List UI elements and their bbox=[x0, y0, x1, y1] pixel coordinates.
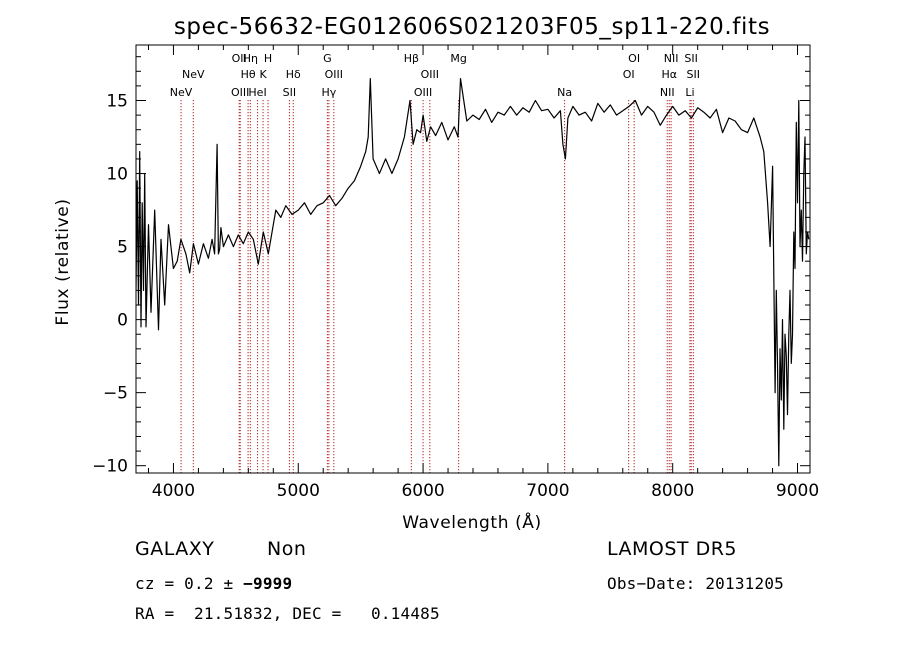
x-tick-label-3: 7000 bbox=[526, 481, 569, 501]
line-label-10: SII bbox=[283, 86, 296, 99]
line-label-21: NII bbox=[664, 52, 679, 65]
line-label-15: OIII bbox=[421, 68, 439, 81]
y-axis-label: Flux (relative) bbox=[53, 198, 73, 325]
spectrum-line-group bbox=[136, 78, 810, 467]
x-tick-label-4: 8000 bbox=[651, 481, 694, 501]
redshift-value: cz = 0.2 ± bbox=[135, 574, 244, 593]
line-label-12: OIII bbox=[325, 68, 343, 81]
x-tick-label-5: 9000 bbox=[776, 481, 819, 501]
line-label-19: OI bbox=[628, 52, 640, 65]
survey-name: LAMOST DR5 bbox=[607, 538, 737, 560]
line-label-6: HeI bbox=[248, 86, 266, 99]
y-tick-label-4: 10 bbox=[106, 165, 128, 185]
object-subclass: Non bbox=[267, 538, 307, 560]
spectrum-line bbox=[136, 78, 810, 467]
line-label-0: NeV bbox=[170, 86, 193, 99]
line-label-1: NeV bbox=[182, 68, 205, 81]
line-label-11: G bbox=[323, 52, 332, 65]
x-tick-label-2: 6000 bbox=[401, 481, 444, 501]
redshift-line: cz = 0.2 ± −9999 bbox=[135, 574, 292, 593]
line-label-22: Hα bbox=[661, 68, 677, 81]
line-label-4: Hη bbox=[243, 52, 258, 65]
line-label-7: H bbox=[264, 52, 272, 65]
line-label-16: OIII bbox=[414, 86, 432, 99]
line-label-9: Hδ bbox=[286, 68, 301, 81]
line-label-18: Na bbox=[557, 86, 572, 99]
observation-date: Obs−Date: 20131205 bbox=[607, 574, 784, 593]
line-label-5: Hθ bbox=[241, 68, 256, 81]
line-label-23: NII bbox=[660, 86, 675, 99]
y-tick-label-5: 15 bbox=[106, 92, 128, 112]
line-label-14: Hβ bbox=[404, 52, 419, 65]
y-tick-label-3: 5 bbox=[117, 238, 128, 258]
line-label-8: K bbox=[259, 68, 267, 81]
plot-axes bbox=[135, 44, 811, 474]
line-label-25: SII bbox=[687, 68, 700, 81]
line-label-24: SII bbox=[684, 52, 697, 65]
x-tick-label-0: 4000 bbox=[152, 481, 195, 501]
plot-frame bbox=[135, 44, 811, 474]
redshift-error: −9999 bbox=[243, 574, 293, 593]
y-tick-label-0: −10 bbox=[92, 457, 128, 477]
object-class: GALAXY bbox=[135, 538, 215, 560]
y-tick-label-1: −5 bbox=[103, 384, 128, 404]
chart-title: spec-56632-EG012606S021203F05_sp11-220.f… bbox=[174, 14, 770, 40]
line-label-26: Li bbox=[685, 86, 694, 99]
x-tick-label-1: 5000 bbox=[277, 481, 320, 501]
line-label-20: OI bbox=[623, 68, 635, 81]
line-label-2: OII bbox=[232, 52, 247, 65]
line-label-17: Mg bbox=[450, 52, 466, 65]
x-axis-label: Wavelength (Å) bbox=[402, 511, 542, 533]
y-tick-label-2: 0 bbox=[117, 311, 128, 331]
coordinates: RA = 21.51832, DEC = 0.14485 bbox=[135, 604, 440, 623]
line-label-13: Hγ bbox=[321, 86, 336, 99]
axis-ticks: 4000 5000 6000 7000 8000 9000 −10 −5 0 5 10 15 bbox=[92, 45, 819, 501]
line-label-3: OIII bbox=[231, 86, 249, 99]
